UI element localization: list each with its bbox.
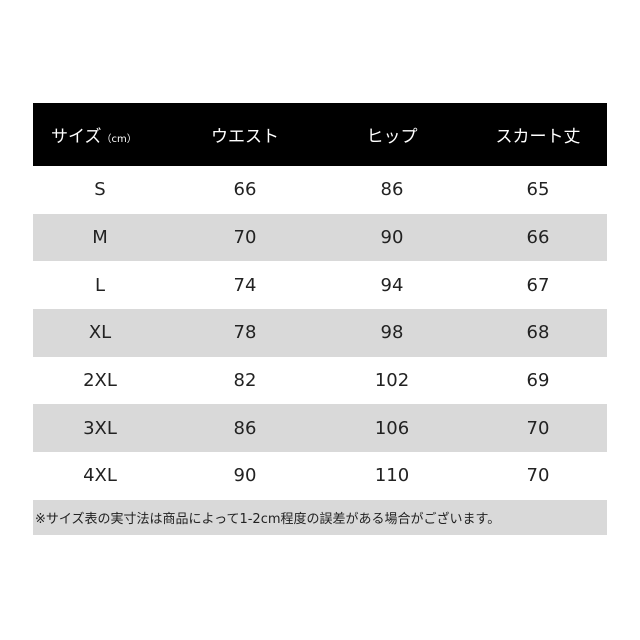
cell-size: L	[94, 274, 106, 296]
cell-waist: 90	[233, 465, 257, 487]
cell-length: 70	[526, 417, 550, 439]
cell-length: 68	[526, 322, 550, 344]
cell-waist: 86	[233, 417, 257, 439]
cell-length: 67	[526, 274, 550, 296]
header-hip: ヒップ	[366, 127, 418, 147]
cell-waist: 74	[233, 274, 257, 296]
table-row: S 66 86 65	[33, 166, 607, 214]
header-size: サイズ（cm）	[51, 122, 137, 147]
cell-size: 3XL	[83, 417, 117, 439]
cell-length: 69	[526, 370, 550, 392]
cell-size: 4XL	[83, 465, 117, 487]
cell-length: 66	[526, 227, 550, 249]
table-row: XL 78 98 68	[33, 309, 607, 357]
cell-hip: 98	[380, 322, 404, 344]
cell-length: 70	[526, 465, 550, 487]
size-table: サイズ（cm） ウエスト ヒップ スカート丈 S 66 86 65 M 70 90 66 L 74…	[33, 103, 607, 535]
header-size-unit: （cm）	[101, 134, 137, 145]
table-row: 2XL 82 102 69	[33, 357, 607, 405]
cell-hip: 94	[380, 274, 404, 296]
cell-size: XL	[88, 322, 112, 344]
table-header: サイズ（cm） ウエスト ヒップ スカート丈	[33, 103, 607, 166]
cell-size: S	[94, 179, 106, 201]
cell-size: M	[92, 227, 108, 249]
cell-length: 65	[526, 179, 550, 201]
cell-waist: 78	[233, 322, 257, 344]
header-skirt-length: スカート丈	[495, 127, 581, 147]
cell-hip: 102	[374, 370, 410, 392]
cell-waist: 66	[233, 179, 257, 201]
table-row: M 70 90 66	[33, 213, 607, 262]
cell-waist: 70	[233, 227, 257, 249]
table-row: L 74 94 67	[33, 261, 607, 309]
cell-hip: 86	[380, 179, 404, 201]
cell-hip: 110	[374, 465, 410, 487]
header-size-label: サイズ	[51, 127, 102, 147]
cell-size: 2XL	[83, 370, 117, 392]
cell-hip: 90	[380, 227, 404, 249]
header-waist: ウエスト	[211, 127, 279, 147]
cell-hip: 106	[374, 417, 410, 439]
table-row: 3XL 86 106 70	[33, 404, 607, 453]
table-row: 4XL 90 110 70	[33, 452, 607, 500]
footnote: ※サイズ表の実寸法は商品によって1-2cm程度の誤差がある場合がございます。	[33, 499, 607, 535]
cell-waist: 82	[233, 370, 257, 392]
